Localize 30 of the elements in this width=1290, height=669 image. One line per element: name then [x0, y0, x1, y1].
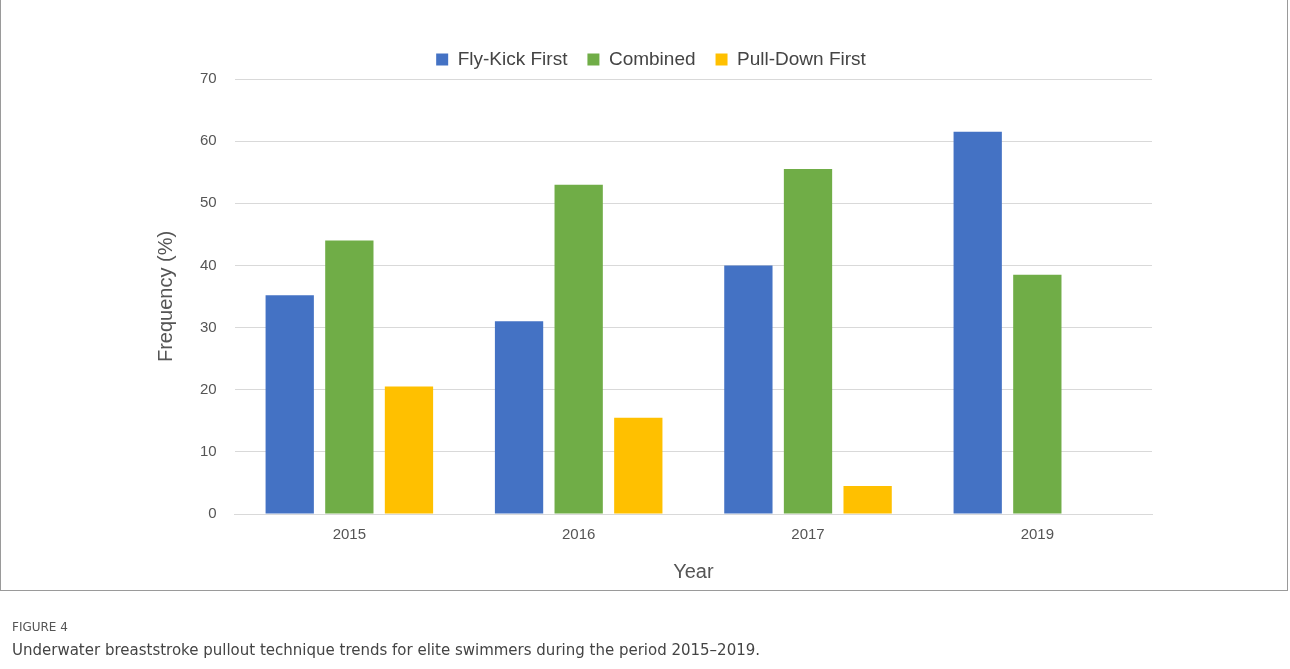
text: Underwater breaststroke pullout technique trends for elite swimmers during the period 2015–2019.: [12, 641, 761, 659]
x-tick-label: 2016: [561, 525, 596, 543]
bar: [614, 417, 663, 514]
legend-label: Fly-Kick First: [457, 47, 569, 69]
y-tick-label: 20: [200, 379, 217, 397]
bar: [953, 131, 1002, 514]
bar: [384, 386, 434, 514]
y-tick-label: 60: [200, 131, 217, 149]
y-tick-label: 10: [200, 442, 217, 459]
caption: FIGURE 4: [12, 620, 68, 634]
bar: [554, 184, 603, 514]
legend-label: Combined: [608, 47, 696, 69]
y-tick-label: 70: [200, 69, 217, 87]
bar: [1013, 274, 1062, 514]
y-axis-title: Frequency (%): [153, 230, 176, 363]
y-tick-label: 40: [200, 255, 217, 273]
bar: [783, 169, 833, 514]
bar: [843, 486, 892, 514]
bar: [724, 265, 773, 514]
y-tick-label: 50: [200, 193, 217, 211]
x-tick-label: 2017: [791, 525, 825, 543]
bar: [325, 240, 374, 514]
x-axis-title: Year: [673, 559, 714, 582]
x-tick-label: 2019: [1020, 525, 1055, 543]
legend-label: Pull-Down First: [737, 47, 867, 69]
bar: [265, 295, 314, 514]
y-tick-label: 30: [200, 317, 217, 335]
y-tick-label: 0: [208, 504, 217, 522]
bar: [494, 321, 544, 514]
x-tick-label: 2015: [332, 525, 367, 543]
